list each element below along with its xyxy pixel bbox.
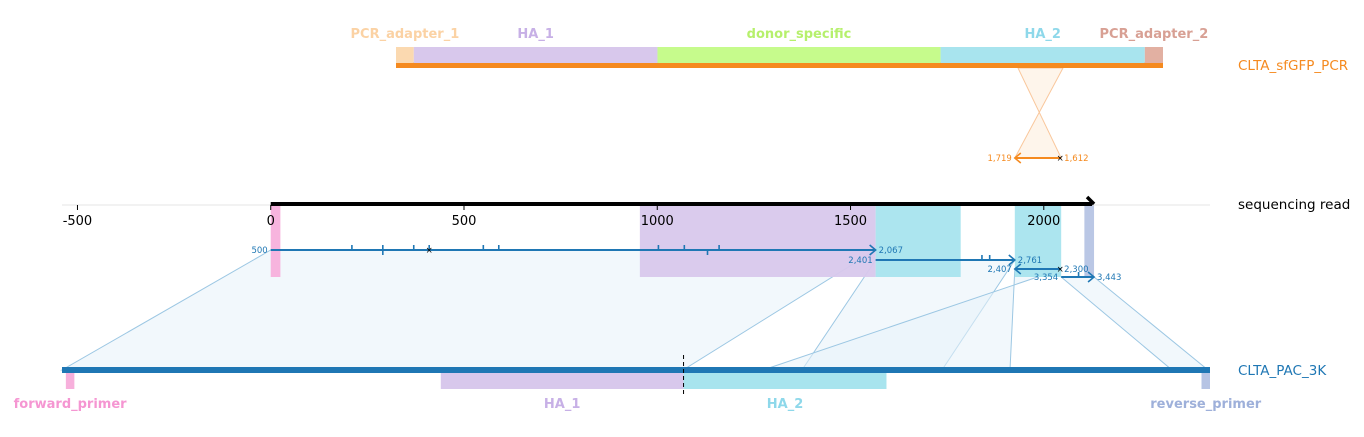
top-feature-label: donor_specific (747, 27, 852, 42)
insertion-marker: × (426, 246, 433, 256)
bottom-alignment-end-label: 2,300 (1064, 265, 1088, 275)
read-layer: -500 0 500 1000 1500 2000 (62, 195, 1210, 277)
bottom-feature-label: forward_primer (14, 397, 128, 412)
axis-tick-label: 2000 (1027, 214, 1060, 229)
tracks-layer (62, 62, 1210, 373)
top-feature-block (1144, 47, 1163, 63)
bottom-alignment-end-label: 3,443 (1097, 273, 1121, 283)
read-highlight-band (270, 204, 281, 277)
bottom-alignment-start-label: 500 (251, 246, 267, 256)
bottom-alignment-arrow (1008, 254, 1017, 266)
bottom-feature-label: reverse_primer (1150, 397, 1262, 412)
features-layer (65, 47, 1210, 394)
top-alignment-end-label: 1,612 (1064, 154, 1088, 164)
top-feature-label: HA_1 (517, 27, 554, 42)
read-highlight-band (1084, 204, 1095, 277)
read-name-label: sequencing read (1238, 197, 1350, 213)
bottom-feature-block (440, 373, 684, 389)
bottom-alignment-end-marker: × (1057, 265, 1064, 275)
top-feature-label: PCR_adapter_2 (1100, 27, 1209, 42)
read-arrow-head (1085, 195, 1096, 206)
top-feature-block (657, 47, 941, 63)
bottom-feature-block (65, 373, 75, 389)
bottom-alignment-start-label: 2,407 (987, 265, 1011, 275)
top-alignment-arrow (1013, 152, 1022, 164)
bottom-target-label: CLTA_PAC_3K (1238, 363, 1327, 379)
axis-tick-label: 1500 (834, 214, 867, 229)
top-alignment-link (1013, 67, 1064, 159)
bottom-alignment-arrow (1013, 263, 1022, 275)
axis-tick-label: 500 (452, 214, 477, 229)
target-links-layer (60, 67, 1210, 371)
bottom-alignment-arrow (869, 244, 877, 256)
top-target-backbone (396, 62, 1163, 68)
bottom-feature-block (1201, 373, 1210, 389)
labels-layer: sequencing read PCR_adapter_1 HA_1 donor_sp… (14, 27, 1351, 412)
top-target-label: CLTA_sfGFP_PCR (1238, 58, 1348, 74)
bottom-alignment-arrow (1087, 271, 1096, 283)
bottom-alignment-end-label: 2,067 (879, 246, 903, 256)
bottom-feature-label: HA_1 (544, 397, 581, 412)
bottom-feature-label: HA_2 (767, 397, 804, 412)
top-feature-block (413, 47, 658, 63)
top-feature-label: PCR_adapter_1 (351, 27, 460, 42)
read-highlight-band (1014, 204, 1062, 277)
read-highlight-band (639, 204, 876, 277)
top-alignment-end-marker: × (1057, 154, 1064, 164)
axis-tick-label: -500 (63, 214, 93, 229)
top-alignment-start-label: 1,719 (987, 154, 1011, 164)
bottom-feature-block (683, 373, 887, 389)
top-feature-block (940, 47, 1145, 63)
bottom-alignment-start-label: 2,401 (848, 256, 872, 266)
top-feature-block (396, 47, 414, 63)
axis-tick-label: 1000 (641, 214, 674, 229)
bottom-alignment-start-label: 3,354 (1034, 273, 1058, 283)
top-feature-label: HA_2 (1024, 27, 1061, 42)
read-highlight-band (875, 204, 961, 277)
bottom-target-backbone (62, 367, 1210, 373)
alignment-link (1059, 276, 1210, 371)
bottom-alignment-end-label: 2,761 (1018, 256, 1042, 266)
axis-tick-label: 0 (267, 214, 275, 229)
